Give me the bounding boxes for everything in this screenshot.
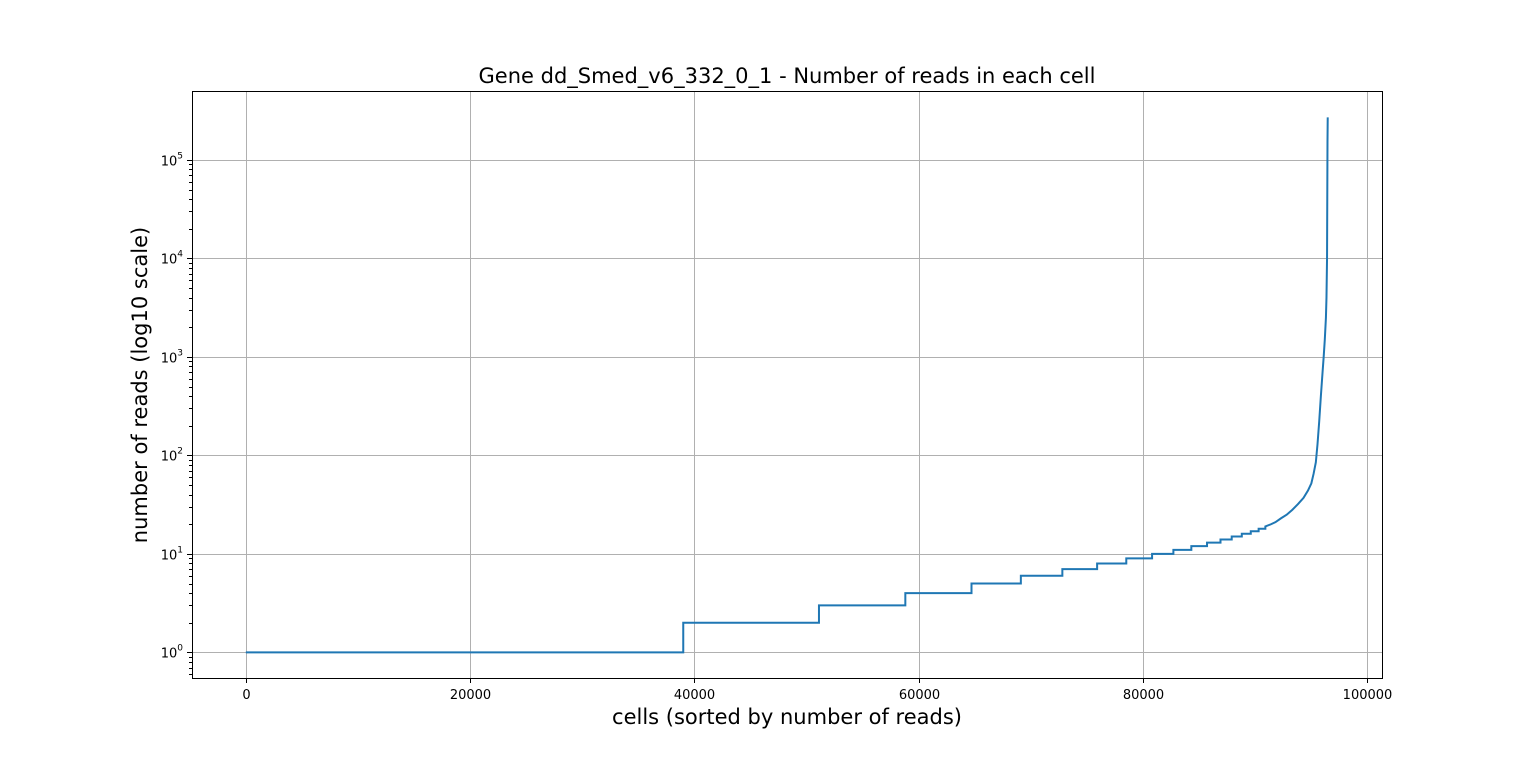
y-tick-label: 101 (161, 546, 183, 564)
grid-lines (192, 91, 1382, 678)
y-tick-exponent: 1 (177, 546, 183, 556)
y-tick-base: 10 (161, 352, 178, 367)
y-tick-label: 100 (161, 644, 184, 662)
y-axis-label: number of reads (log10 scale) (128, 227, 152, 543)
x-tick-label: 80000 (1123, 688, 1164, 703)
y-tick-label: 105 (161, 152, 183, 170)
y-tick-base: 10 (161, 450, 178, 465)
y-tick-exponent: 5 (177, 152, 183, 162)
axis-ticks: 0 20000 40000 60000 80000 1000001001011021031… (161, 152, 1393, 704)
y-tick-base: 10 (161, 155, 178, 170)
x-tick-label: 20000 (450, 688, 491, 703)
series-layer (245, 117, 1329, 654)
x-tick-label: 100000 (1343, 688, 1393, 703)
x-tick-label: 0 (242, 688, 250, 703)
x-tick-label: 40000 (674, 688, 715, 703)
y-tick-label: 102 (161, 447, 183, 465)
y-tick-label: 103 (161, 349, 183, 367)
plot-frame (192, 91, 1383, 679)
reads-series-line (245, 117, 1329, 654)
y-tick-base: 10 (161, 647, 178, 662)
x-axis-label: cells (sorted by number of reads) (612, 705, 962, 729)
y-tick-exponent: 0 (177, 644, 183, 654)
chart-title: Gene dd_Smed_v6_332_0_1 - Number of read… (479, 64, 1096, 89)
y-tick-exponent: 2 (177, 447, 183, 457)
y-tick-label: 104 (161, 250, 184, 268)
y-tick-exponent: 4 (177, 250, 183, 260)
x-tick-label: 60000 (899, 688, 940, 703)
y-tick-exponent: 3 (177, 349, 183, 359)
y-tick-base: 10 (161, 549, 178, 564)
y-tick-base: 10 (161, 253, 178, 268)
